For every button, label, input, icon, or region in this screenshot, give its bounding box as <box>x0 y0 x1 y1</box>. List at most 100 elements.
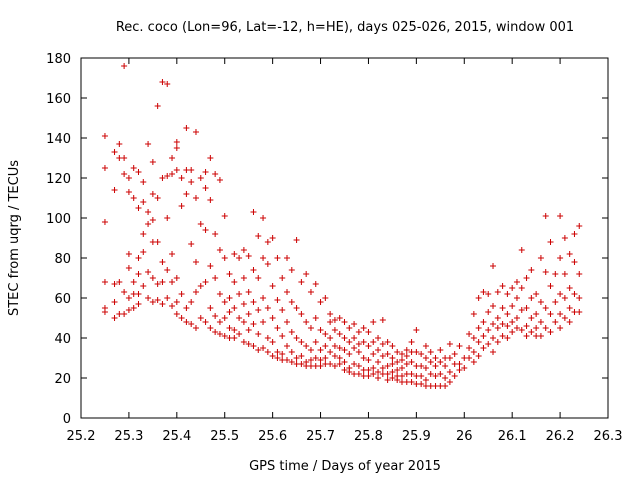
data-point <box>542 325 549 331</box>
data-point <box>135 255 142 261</box>
y-tick-label: 40 <box>54 332 71 347</box>
data-point <box>192 289 199 295</box>
data-point <box>528 295 535 301</box>
data-point <box>351 345 358 351</box>
data-point <box>322 355 329 361</box>
y-tick-label: 160 <box>46 92 71 107</box>
data-point <box>346 339 353 345</box>
data-point <box>250 209 257 215</box>
data-point <box>307 325 314 331</box>
data-point <box>197 221 204 227</box>
plot-frame <box>80 57 609 419</box>
x-tick-label: 26.3 <box>594 429 623 444</box>
data-point <box>466 345 473 351</box>
data-point <box>494 325 501 331</box>
data-point <box>533 291 540 297</box>
y-tick-label: 100 <box>46 212 71 227</box>
data-point <box>192 129 199 135</box>
data-point <box>446 341 453 347</box>
data-point <box>375 347 382 353</box>
data-point <box>351 321 358 327</box>
data-point <box>173 145 180 151</box>
data-point <box>384 377 391 383</box>
data-point <box>207 155 214 161</box>
data-point <box>307 357 314 363</box>
data-point <box>398 365 405 371</box>
data-point <box>226 309 233 315</box>
data-point <box>197 175 204 181</box>
data-point <box>398 373 405 379</box>
data-point <box>207 197 214 203</box>
data-point <box>269 353 276 359</box>
data-point <box>202 169 209 175</box>
data-point <box>231 305 238 311</box>
data-point <box>130 305 137 311</box>
data-point <box>379 317 386 323</box>
data-point <box>202 319 209 325</box>
data-point <box>451 373 458 379</box>
data-point <box>365 367 372 373</box>
data-point <box>264 239 271 245</box>
data-point <box>236 331 243 337</box>
data-point <box>561 295 568 301</box>
data-point <box>125 295 132 301</box>
data-point <box>216 331 223 337</box>
data-point <box>202 227 209 233</box>
data-point <box>327 361 334 367</box>
data-point <box>216 177 223 183</box>
data-point <box>322 343 329 349</box>
data-point <box>432 363 439 369</box>
data-point <box>274 255 281 261</box>
data-point <box>413 327 420 333</box>
data-point <box>169 303 176 309</box>
data-point <box>355 349 362 355</box>
data-point <box>130 165 137 171</box>
data-point <box>269 235 276 241</box>
data-point <box>346 369 353 375</box>
data-point <box>231 279 238 285</box>
data-point <box>480 289 487 295</box>
data-point <box>504 335 511 341</box>
data-point <box>490 321 497 327</box>
data-point <box>140 249 147 255</box>
data-point <box>571 259 578 265</box>
data-point <box>260 255 267 261</box>
data-point <box>264 305 271 311</box>
data-point <box>255 331 262 337</box>
data-point <box>197 315 204 321</box>
data-point <box>384 371 391 377</box>
data-point <box>149 159 156 165</box>
data-point <box>537 319 544 325</box>
data-point <box>394 367 401 373</box>
data-point <box>499 283 506 289</box>
data-point <box>408 379 415 385</box>
data-point <box>389 375 396 381</box>
data-point <box>274 355 281 361</box>
data-point <box>269 339 276 345</box>
data-point <box>245 327 252 333</box>
data-point <box>284 319 291 325</box>
data-point <box>101 219 108 225</box>
data-point <box>101 309 108 315</box>
data-point <box>125 265 132 271</box>
data-point <box>408 359 415 365</box>
data-point <box>571 291 578 297</box>
data-point <box>145 221 152 227</box>
data-point <box>427 359 434 365</box>
data-point <box>533 311 540 317</box>
data-point <box>518 285 525 291</box>
data-point <box>317 327 324 333</box>
data-point <box>341 319 348 325</box>
data-point <box>207 305 214 311</box>
data-point <box>173 275 180 281</box>
data-point <box>293 355 300 361</box>
data-point <box>293 305 300 311</box>
y-tick-label: 140 <box>46 132 71 147</box>
data-point <box>437 371 444 377</box>
data-point <box>403 353 410 359</box>
data-point <box>269 315 276 321</box>
data-point <box>303 319 310 325</box>
data-point <box>490 335 497 341</box>
data-point <box>547 239 554 245</box>
data-point <box>533 325 540 331</box>
